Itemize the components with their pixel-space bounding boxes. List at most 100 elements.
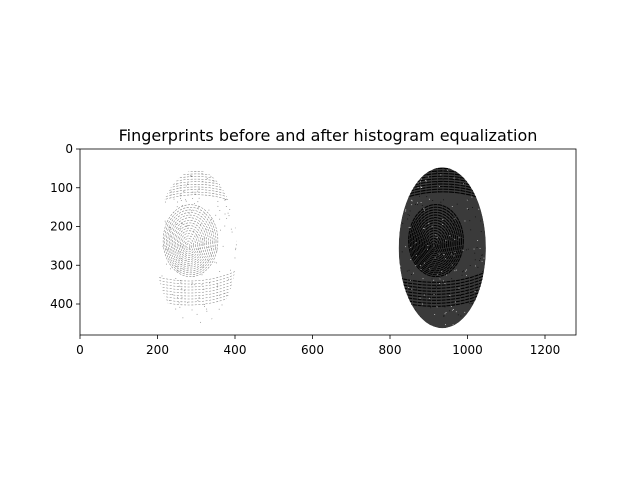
- speckle: [456, 203, 458, 205]
- ridge-line: [426, 235, 442, 255]
- speckle: [415, 265, 417, 267]
- speckle: [466, 199, 468, 201]
- speckle: [182, 268, 184, 270]
- speckle: [420, 265, 421, 267]
- speckle: [211, 318, 213, 320]
- speckle: [418, 286, 420, 288]
- speckle: [410, 246, 412, 248]
- axes-frame: [79, 148, 577, 336]
- speckle: [453, 223, 455, 225]
- speckle: [449, 295, 451, 297]
- speckle: [445, 262, 447, 264]
- speckle: [411, 200, 413, 202]
- speckle: [183, 191, 185, 193]
- speckle: [419, 181, 421, 183]
- speckle: [411, 274, 412, 276]
- speckle: [433, 293, 435, 295]
- speckle: [408, 287, 410, 288]
- speckle: [451, 206, 453, 207]
- speckle: [179, 306, 181, 308]
- x-tick-label: 400: [224, 343, 247, 357]
- y-tick-label: 400: [50, 297, 73, 311]
- speckle: [479, 260, 480, 261]
- speckle: [179, 194, 181, 196]
- speckle: [164, 201, 166, 203]
- speckle: [463, 288, 465, 289]
- speckle: [460, 254, 461, 256]
- speckle: [471, 303, 473, 304]
- speckle: [417, 204, 419, 206]
- speckle: [454, 270, 456, 272]
- speckle: [440, 174, 442, 176]
- plot-area: [80, 149, 576, 335]
- speckle: [196, 235, 198, 237]
- speckle: [416, 288, 418, 290]
- speckle: [423, 188, 425, 190]
- speckle: [444, 313, 446, 315]
- speckle: [188, 247, 190, 249]
- speckle: [227, 212, 229, 214]
- speckle: [409, 210, 411, 212]
- speckle: [436, 182, 438, 184]
- speckle: [462, 271, 463, 273]
- speckle: [474, 216, 476, 218]
- speckle: [474, 252, 476, 254]
- speckle: [172, 294, 174, 296]
- speckle: [413, 272, 414, 274]
- speckle: [444, 306, 446, 308]
- ridge-line: [398, 277, 486, 289]
- speckle: [180, 197, 181, 199]
- speckle: [185, 199, 186, 201]
- speckle: [211, 219, 212, 220]
- speckle: [443, 315, 445, 317]
- speckle: [464, 220, 466, 222]
- speckle: [443, 253, 445, 255]
- speckle: [445, 311, 447, 313]
- speckle: [421, 178, 422, 180]
- speckle: [466, 275, 467, 277]
- speckle: [202, 181, 204, 182]
- speckle: [415, 255, 417, 257]
- x-axis: 0 200 400 600 800 1000 1200: [76, 335, 560, 357]
- speckle: [445, 324, 446, 326]
- speckle: [437, 245, 439, 247]
- speckle: [180, 200, 182, 201]
- speckle: [460, 178, 462, 180]
- speckle: [219, 184, 220, 186]
- speckle: [427, 245, 429, 246]
- speckle: [192, 198, 194, 199]
- speckle: [448, 235, 450, 237]
- speckle: [225, 206, 227, 207]
- speckle: [415, 309, 417, 311]
- ridge-line: [408, 204, 464, 278]
- speckle: [434, 313, 436, 315]
- speckle: [450, 305, 452, 307]
- speckle: [204, 306, 205, 307]
- speckle: [194, 193, 196, 195]
- speckle: [470, 277, 472, 279]
- speckle: [423, 207, 425, 209]
- speckle: [183, 290, 185, 292]
- speckle: [407, 218, 409, 220]
- speckle: [405, 210, 407, 212]
- speckle: [181, 296, 183, 298]
- speckle: [443, 239, 445, 241]
- speckle: [461, 189, 462, 191]
- speckle: [201, 274, 203, 276]
- speckle: [222, 245, 224, 247]
- speckle: [187, 225, 188, 227]
- speckle: [467, 291, 469, 293]
- speckle: [180, 263, 182, 265]
- speckle: [229, 209, 231, 210]
- speckle: [454, 217, 456, 219]
- speckle: [210, 176, 212, 178]
- speckle: [423, 228, 425, 230]
- ridge-line: [170, 217, 209, 268]
- speckle: [451, 278, 453, 280]
- speckle: [407, 213, 409, 215]
- speckle: [404, 282, 406, 284]
- speckle: [176, 183, 178, 185]
- speckle: [230, 269, 231, 271]
- speckle: [449, 310, 451, 312]
